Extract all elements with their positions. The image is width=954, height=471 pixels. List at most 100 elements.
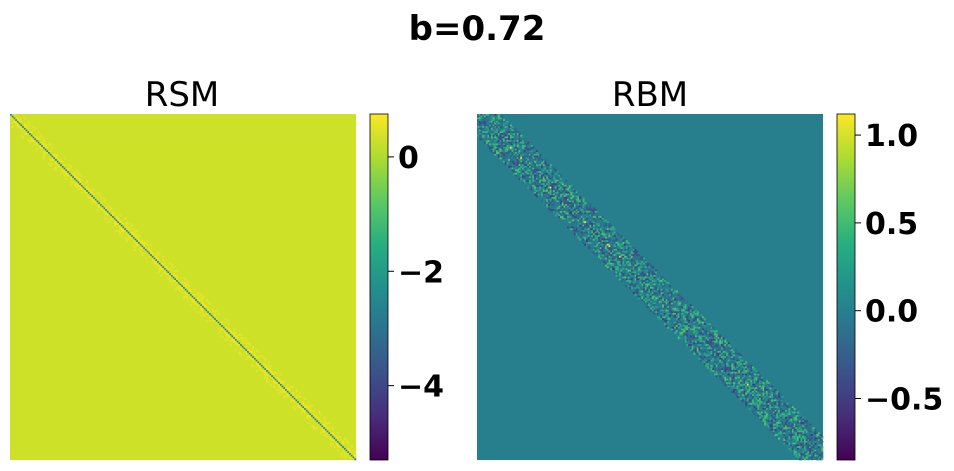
rbm-cell xyxy=(568,205,571,208)
rbm-cell xyxy=(648,266,651,269)
rsm-cell xyxy=(352,453,355,456)
rsm-cell xyxy=(184,290,187,293)
rbm-cell xyxy=(501,141,504,144)
rbm-cell xyxy=(705,363,708,366)
rbm-cell xyxy=(502,138,505,141)
rbm-cell xyxy=(485,119,488,122)
rbm-cell xyxy=(541,190,544,193)
rbm-cell xyxy=(674,326,677,329)
rbm-cell xyxy=(693,352,696,355)
rbm-cell xyxy=(644,292,647,295)
rbm-cell xyxy=(532,157,535,160)
rbm-cell xyxy=(734,361,737,364)
rbm-cell xyxy=(518,148,521,151)
rbm-cell xyxy=(765,382,768,385)
rbm-cell xyxy=(575,228,578,231)
rbm-cell xyxy=(592,233,595,236)
rsm-cell xyxy=(155,262,158,265)
rbm-cell xyxy=(705,331,708,335)
rbm-cell xyxy=(549,183,552,186)
rsm-cell xyxy=(354,453,357,456)
rbm-cell xyxy=(478,134,481,137)
rbm-cell xyxy=(497,126,500,129)
rbm-cell xyxy=(707,323,710,326)
rsm-cell xyxy=(160,274,163,277)
rsm-cell xyxy=(127,235,130,238)
rsm-cell xyxy=(295,389,298,392)
rbm-cell xyxy=(580,209,583,212)
rbm-cell xyxy=(646,281,649,284)
rbm-cell xyxy=(774,423,777,426)
rsm-cell xyxy=(30,134,33,137)
rbm-cell xyxy=(534,186,537,189)
rbm-cell xyxy=(707,352,710,355)
rbm-cell xyxy=(546,181,549,184)
rbm-cell xyxy=(771,415,774,418)
rbm-cell xyxy=(667,307,670,310)
rbm-cell xyxy=(698,333,701,336)
rbm-cell xyxy=(551,171,554,174)
rbm-cell xyxy=(575,216,578,219)
rbm-cell xyxy=(521,164,525,167)
rbm-cell xyxy=(708,337,711,340)
rbm-cell xyxy=(739,382,742,385)
rbm-cell xyxy=(701,333,704,336)
rbm-cell xyxy=(764,415,767,418)
rbm-cell xyxy=(720,359,723,362)
rbm-cell xyxy=(487,126,490,129)
rbm-cell xyxy=(615,255,618,258)
rbm-cell xyxy=(646,266,649,269)
rbm-cell xyxy=(563,205,566,208)
rbm-cell xyxy=(579,238,582,241)
rbm-cell xyxy=(610,250,613,253)
rbm-cell xyxy=(554,184,557,187)
rbm-cell xyxy=(496,143,499,146)
rbm-cell xyxy=(563,203,566,206)
rbm-cell xyxy=(605,252,608,255)
rsm-cell xyxy=(290,385,293,388)
rsm-cell xyxy=(200,302,203,305)
rbm-cell xyxy=(478,122,481,125)
rbm-cell xyxy=(660,285,663,288)
rsm-cell xyxy=(11,120,14,123)
rbm-cell xyxy=(506,152,509,155)
rbm-cell xyxy=(577,228,580,231)
rbm-cell xyxy=(603,248,606,251)
rbm-cell xyxy=(530,169,533,172)
rsm-cell xyxy=(219,326,222,329)
rbm-cell xyxy=(544,203,547,206)
rbm-cell xyxy=(490,145,493,148)
rbm-cell xyxy=(648,287,651,290)
rsm-cell xyxy=(278,389,281,392)
rbm-cell xyxy=(520,141,523,144)
rsm-cell xyxy=(257,356,260,359)
rbm-cell xyxy=(573,216,576,219)
rbm-cell xyxy=(707,356,710,359)
rbm-cell xyxy=(589,236,592,239)
rbm-cell xyxy=(561,217,564,220)
rbm-cell xyxy=(508,152,511,155)
rsm-cell xyxy=(184,283,187,286)
rbm-cell xyxy=(606,248,609,251)
rbm-cell xyxy=(599,248,602,251)
rbm-cell xyxy=(765,392,768,395)
rbm-cell xyxy=(532,153,535,156)
rsm-cell xyxy=(61,169,64,172)
rsm-cell xyxy=(13,115,16,118)
rbm-cell xyxy=(560,190,563,193)
rsm-cell xyxy=(233,338,236,341)
rbm-cell xyxy=(669,285,672,288)
rbm-cell xyxy=(724,366,727,369)
rsm-cell xyxy=(177,281,180,284)
rbm-cell xyxy=(636,266,639,269)
rbm-cell xyxy=(667,304,670,307)
rbm-cell xyxy=(584,221,587,224)
rsm-cell xyxy=(269,373,272,376)
rbm-cell xyxy=(603,240,606,243)
rbm-cell xyxy=(660,283,663,286)
rsm-cell xyxy=(252,352,255,355)
rbm-cell xyxy=(637,267,640,270)
rbm-cell xyxy=(525,155,528,158)
rsm-cell xyxy=(345,440,348,443)
rbm-cell xyxy=(551,183,554,186)
